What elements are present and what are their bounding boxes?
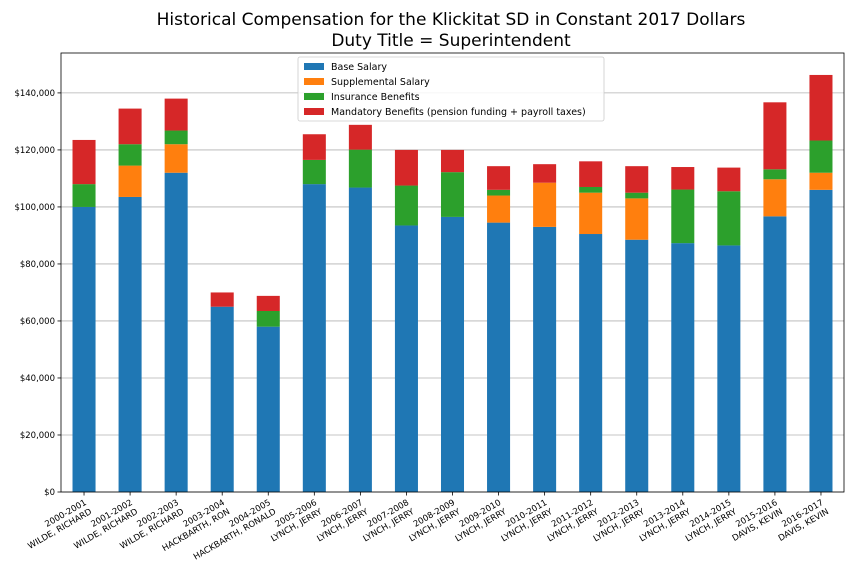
bar-segment — [579, 192, 603, 235]
bar-segment — [348, 187, 372, 492]
x-tick-label: 2016-2017DAVIS, KEVIN — [772, 498, 831, 544]
y-tick-label: $20,000 — [20, 431, 55, 441]
legend-swatch — [304, 78, 324, 85]
bar-segment — [533, 164, 557, 183]
bar-segment — [348, 149, 372, 188]
bar-segment — [763, 179, 787, 217]
bar-segment — [302, 184, 326, 492]
bar-segment — [394, 225, 418, 492]
x-tick-label: 2015-2016DAVIS, KEVIN — [726, 498, 785, 544]
y-tick-label: $60,000 — [20, 317, 55, 327]
plot-frame — [60, 52, 845, 493]
bar-segment — [256, 310, 280, 327]
bar-segment — [487, 222, 511, 492]
bar-segment — [809, 172, 833, 190]
y-tick-label: $0 — [44, 488, 55, 498]
y-tick-label: $140,000 — [14, 89, 55, 99]
bar-segment — [625, 198, 649, 240]
bar-segment — [579, 186, 603, 193]
bar-segment — [625, 239, 649, 492]
legend: Base Salary Supplemental Salary Insurance … — [297, 56, 605, 122]
legend-label: Insurance Benefits — [331, 92, 420, 103]
bar-segment — [210, 292, 234, 307]
x-tick-label: 2014-2015LYNCH, JERRY — [679, 498, 740, 545]
bar-segment — [72, 206, 96, 492]
bar-segment — [671, 243, 695, 492]
bar-segment — [809, 74, 833, 141]
bar-segment — [394, 149, 418, 186]
bar-segment — [440, 172, 465, 217]
bar-segment — [487, 166, 511, 190]
legend-label: Supplemental Salary — [331, 77, 430, 88]
bar-segment — [164, 130, 188, 145]
legend-label: Base Salary — [331, 62, 387, 73]
bar-segment — [671, 167, 695, 190]
bar-segment — [487, 189, 511, 196]
bar-segment — [302, 159, 326, 185]
bar-segment — [809, 189, 833, 492]
legend-label: Mandatory Benefits (pension funding + pa… — [331, 107, 586, 118]
bar-segment — [210, 306, 234, 492]
bar-segment — [302, 134, 326, 160]
y-tick-label: $40,000 — [20, 374, 55, 384]
bar-segment — [671, 189, 695, 244]
bar-segment — [72, 139, 96, 185]
bar-segment — [763, 169, 787, 180]
bar-segment — [579, 234, 603, 492]
bar-segment — [717, 167, 741, 192]
legend-swatch — [304, 93, 324, 100]
bar-segment — [164, 172, 188, 492]
legend-swatch — [304, 63, 324, 70]
bar-segment — [625, 192, 649, 199]
bar-segment — [118, 144, 142, 166]
bar-segment — [533, 182, 557, 227]
bar-segment — [394, 185, 418, 226]
bar-segment — [164, 144, 188, 173]
chart-title-line-2: Duty Title = Superintendent — [331, 31, 571, 51]
bar-segment — [717, 245, 741, 492]
y-tick-label: $120,000 — [14, 146, 55, 156]
bar-segment — [809, 140, 833, 173]
bar-segment — [763, 102, 787, 170]
bar-segment — [763, 216, 787, 492]
bar-segment — [440, 216, 465, 492]
bar-segment — [579, 161, 603, 187]
chart-title-line-1: Historical Compensation for the Klickita… — [157, 10, 746, 30]
bar-segment — [256, 295, 280, 311]
legend-swatch — [304, 108, 324, 115]
y-tick-label: $80,000 — [20, 260, 55, 270]
bar-segment — [118, 165, 142, 197]
bar-segment — [533, 226, 557, 492]
bar-segment — [256, 326, 280, 492]
bar-segment — [717, 191, 741, 246]
bar-segment — [118, 108, 142, 145]
bar-segment — [440, 149, 465, 173]
bar-segment — [487, 195, 511, 223]
bar-segment — [118, 196, 142, 492]
bar-segment — [72, 184, 96, 207]
y-tick-label: $100,000 — [14, 203, 55, 213]
legend-box — [297, 56, 605, 122]
bars — [72, 74, 833, 492]
bar-segment — [164, 98, 188, 131]
bar-segment — [625, 166, 649, 193]
bar-segment — [348, 124, 372, 150]
